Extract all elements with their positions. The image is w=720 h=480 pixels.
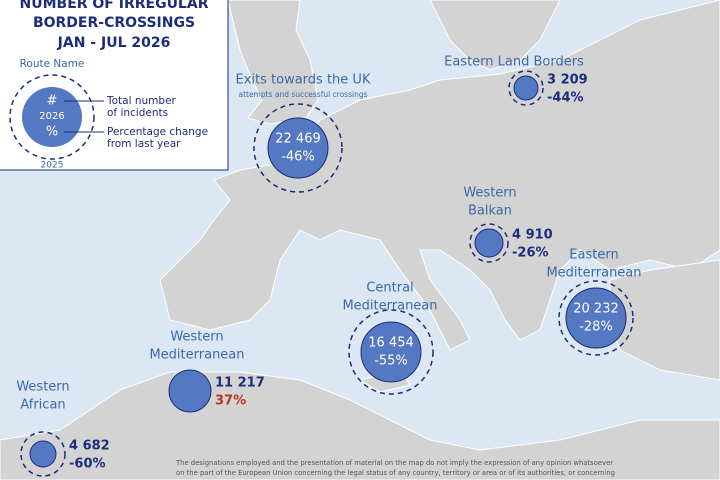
route-change: -28% [579, 320, 613, 335]
legend-route-name: Route Name [20, 58, 85, 70]
route-count: 22 469 [275, 132, 321, 147]
legend-outer-year: 2025 [41, 161, 64, 171]
legend: NUMBER OF IRREGULAR BORDER-CROSSINGS JAN… [0, 0, 229, 171]
legend-desc: of incidents [107, 107, 168, 119]
route-change: -55% [374, 354, 408, 369]
route-outer-circle [508, 70, 544, 106]
route-count: 20 232 [573, 302, 619, 317]
legend-title: JAN - JUL 2026 [57, 35, 171, 51]
route-circle [267, 117, 329, 179]
legend-symbol: # [47, 94, 58, 109]
route-name: Western [170, 330, 223, 345]
route-name: Eastern [569, 248, 618, 263]
route-outer-circle [469, 223, 509, 263]
route-change: -26% [512, 246, 549, 261]
route-circle [474, 228, 504, 258]
routes: Exits towards the UK attempts and success… [16, 55, 642, 477]
route-name: Mediterranean [342, 299, 437, 314]
route-count: 3 209 [547, 73, 588, 88]
europe [159, 0, 720, 351]
legend-title: BORDER-CROSSINGS [33, 15, 195, 31]
legend-title: NUMBER OF IRREGULAR [20, 0, 209, 12]
route-change: -46% [281, 150, 315, 165]
route-circle [360, 321, 422, 383]
legend-symbol: 2026 [39, 111, 64, 122]
route-outer-circle [348, 309, 434, 395]
route-name: Western [463, 186, 516, 201]
route-circle [29, 440, 57, 468]
disclaimer: The designations employed and the presen… [175, 459, 613, 467]
route-outer-circle [253, 103, 343, 193]
route-name: Balkan [468, 204, 512, 219]
disclaimer: on the part of the European Union concer… [176, 469, 615, 477]
route-change: -60% [69, 457, 106, 472]
route-name: Mediterranean [546, 266, 641, 281]
legend-symbol: % [46, 125, 58, 140]
scandinavia [429, 0, 561, 71]
legend-desc: Total number [106, 95, 177, 107]
route-outer-circle [558, 280, 634, 356]
route-name: Mediterranean [149, 348, 244, 363]
route-change: -44% [547, 91, 584, 106]
route-name: Western [16, 380, 69, 395]
route-name: Central [366, 281, 413, 296]
route-name: Exits towards the UK [236, 73, 371, 88]
route-count: 4 682 [69, 439, 110, 454]
route-name: African [20, 398, 65, 413]
route-subtitle: attempts and successful crossings [238, 90, 367, 99]
route-outer-circle [20, 431, 66, 477]
route-circle [513, 75, 539, 101]
legend-desc: from last year [107, 138, 181, 150]
route-circle [565, 287, 627, 349]
route-name: Eastern Land Borders [444, 55, 584, 70]
legend-desc: Percentage change [107, 126, 208, 138]
legend-outer-circle [9, 74, 95, 160]
route-count: 16 454 [368, 336, 414, 351]
route-circle [168, 369, 212, 413]
route-count: 11 217 [215, 376, 265, 391]
route-count: 4 910 [512, 228, 553, 243]
route-change: 37% [215, 394, 246, 409]
